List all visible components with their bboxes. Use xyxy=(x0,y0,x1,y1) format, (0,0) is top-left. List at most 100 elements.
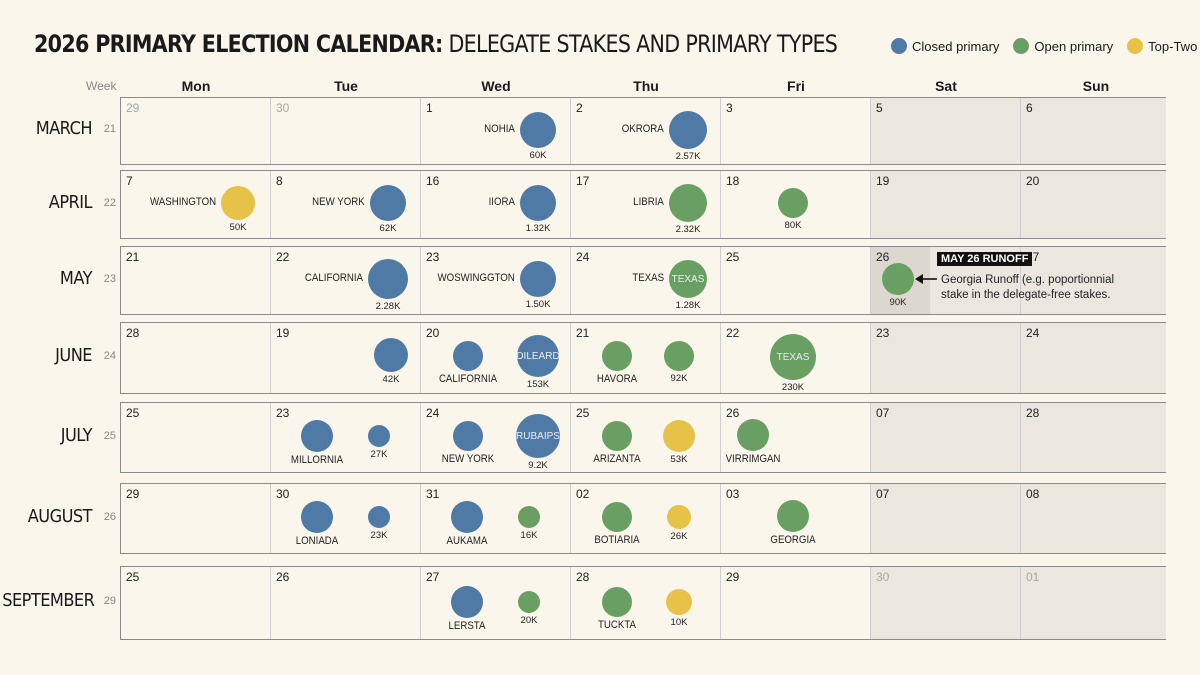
delegate-value: 9.2K xyxy=(528,460,548,471)
primary-bubble-closed xyxy=(374,338,408,372)
day-header-tue: Tue xyxy=(334,78,358,94)
state-label: LONIADA xyxy=(295,535,339,547)
annotation-arrow xyxy=(915,274,937,284)
day-number: 7 xyxy=(126,174,133,188)
primary-bubble-closed xyxy=(451,501,483,533)
day-cell: 24 NEW YORK RUBAIPS 9.2K xyxy=(420,403,570,472)
day-number: 21 xyxy=(576,326,590,340)
day-cell: 08 xyxy=(1020,484,1166,553)
day-number: 6 xyxy=(1026,101,1033,115)
day-number: 28 xyxy=(576,570,590,584)
day-number: 17 xyxy=(576,174,590,188)
delegate-value: 230K xyxy=(781,382,805,393)
primary-bubble-closed xyxy=(520,112,556,148)
day-cell: 3 xyxy=(720,98,870,164)
day-cell: 01 xyxy=(1020,567,1166,639)
primary-bubble-closed xyxy=(453,341,483,371)
primary-bubble-open xyxy=(518,506,540,528)
day-number: 30 xyxy=(876,570,890,584)
state-label: HAVORA xyxy=(596,373,638,385)
primary-bubble-closed xyxy=(368,425,390,447)
delegate-value: 23K xyxy=(370,530,388,541)
delegate-value: 2.28K xyxy=(375,301,401,312)
delegate-value: 2.57K xyxy=(675,151,701,162)
state-label: NOHIA xyxy=(484,123,515,135)
state-label: BOTIARIA xyxy=(594,534,640,546)
day-cell: 25 xyxy=(120,403,270,472)
day-cell: 07 xyxy=(870,484,1020,553)
state-label: CALIFORNIA xyxy=(438,373,498,385)
day-cell: 20 xyxy=(1020,171,1166,238)
day-number: 1 xyxy=(426,101,433,115)
day-number: 29 xyxy=(726,570,740,584)
runoff-annotation-label: MAY 26 RUNOFF xyxy=(937,252,1033,266)
primary-bubble-open xyxy=(602,502,632,532)
week-row: 25 26 27 LERSTA 20K 28 TUCKTA 10K 29 30 01 xyxy=(120,566,1166,640)
delegate-value: 153K xyxy=(526,379,550,390)
day-cell: 07 xyxy=(870,403,1020,472)
day-cell: 7 WASHINGTON 50K xyxy=(120,171,270,238)
legend-closed-swatch xyxy=(891,38,907,54)
day-cell: 29 xyxy=(720,567,870,639)
state-label: GEORGIA xyxy=(770,534,816,546)
legend-open-swatch xyxy=(1013,38,1030,54)
day-number: 19 xyxy=(876,174,890,188)
day-cell: 21 xyxy=(120,247,270,314)
primary-bubble-open xyxy=(777,500,809,532)
day-number: 25 xyxy=(126,406,140,420)
day-cell: 17 LIBRIA 2.32K xyxy=(570,171,720,238)
primary-bubble-open xyxy=(602,421,632,451)
primary-bubble-toptwo xyxy=(667,505,691,529)
primary-bubble-open xyxy=(669,184,707,222)
primary-bubble-open xyxy=(664,341,694,371)
day-cell: 2 OKRORA 2.57K xyxy=(570,98,720,164)
day-cell: 5 xyxy=(870,98,1020,164)
day-number: 26 xyxy=(876,250,890,264)
week-number: 26 xyxy=(103,510,116,523)
week-number: 29 xyxy=(103,595,116,607)
month-label-august: AUGUST xyxy=(27,505,93,527)
state-label: CALIFORNIA xyxy=(304,272,363,284)
day-cell: 24 xyxy=(1020,323,1166,393)
month-label-may: MAY xyxy=(59,267,93,289)
day-cell: 20 CALIFORNIA DILEARD 153K xyxy=(420,323,570,393)
week-row: 28 19 42K 20 CALIFORNIA DILEARD 153K 21 HAVORA 92… xyxy=(120,322,1166,394)
day-cell: 28 TUCKTA 10K xyxy=(570,567,720,639)
primary-bubble-closed xyxy=(301,420,333,452)
day-cell: 30 xyxy=(870,567,1020,639)
day-number: 25 xyxy=(726,250,740,264)
primary-bubble-closed xyxy=(301,501,333,533)
day-number: 3 xyxy=(726,101,733,115)
primary-bubble-open xyxy=(737,419,769,451)
month-label-april: APRIL xyxy=(48,191,93,213)
week-row: 25 23 MILLORNIA 27K 24 NEW YORK RUBAIPS 9.2K 25 A… xyxy=(120,402,1166,473)
day-number: 29 xyxy=(126,101,140,115)
legend-toptwo: Top-Two xyxy=(1127,38,1197,54)
day-number: 16 xyxy=(426,174,440,188)
state-label: IIORA xyxy=(488,196,515,208)
state-label: OKRORA xyxy=(622,123,664,135)
day-number: 30 xyxy=(276,101,290,115)
primary-bubble-open: TEXAS xyxy=(669,260,707,298)
primary-bubble-open xyxy=(882,263,914,295)
delegate-value: 16K xyxy=(520,530,538,541)
delegate-value: 2.32K xyxy=(675,224,701,235)
chart-title-rest: DELEGATE STAKES AND PRIMARY TYPES xyxy=(442,30,838,58)
delegate-value: 42K xyxy=(382,374,400,385)
primary-bubble-closed xyxy=(453,421,483,451)
month-label-september: SEPTEMBER xyxy=(2,590,95,611)
week-row: 29 30 LONIADA 23K 31 AUKAMA 16K 02 BOTIARIA 26K 03… xyxy=(120,483,1166,554)
primary-bubble-closed xyxy=(520,261,556,297)
legend-closed-label: Closed primary xyxy=(912,38,1000,54)
day-cell: 23 MILLORNIA 27K xyxy=(270,403,420,472)
primary-bubble-toptwo xyxy=(663,420,695,452)
state-label: MILLORNIA xyxy=(290,454,344,466)
day-number: 24 xyxy=(1026,326,1040,340)
day-number: 26 xyxy=(276,570,290,584)
day-number: 23 xyxy=(276,406,290,420)
delegate-value: 10K xyxy=(670,617,688,628)
primary-bubble-closed xyxy=(451,586,483,618)
day-cell: 25 xyxy=(720,247,870,314)
day-cell: 23 xyxy=(870,323,1020,393)
bubble-inner-label: TEXAS xyxy=(671,273,705,285)
